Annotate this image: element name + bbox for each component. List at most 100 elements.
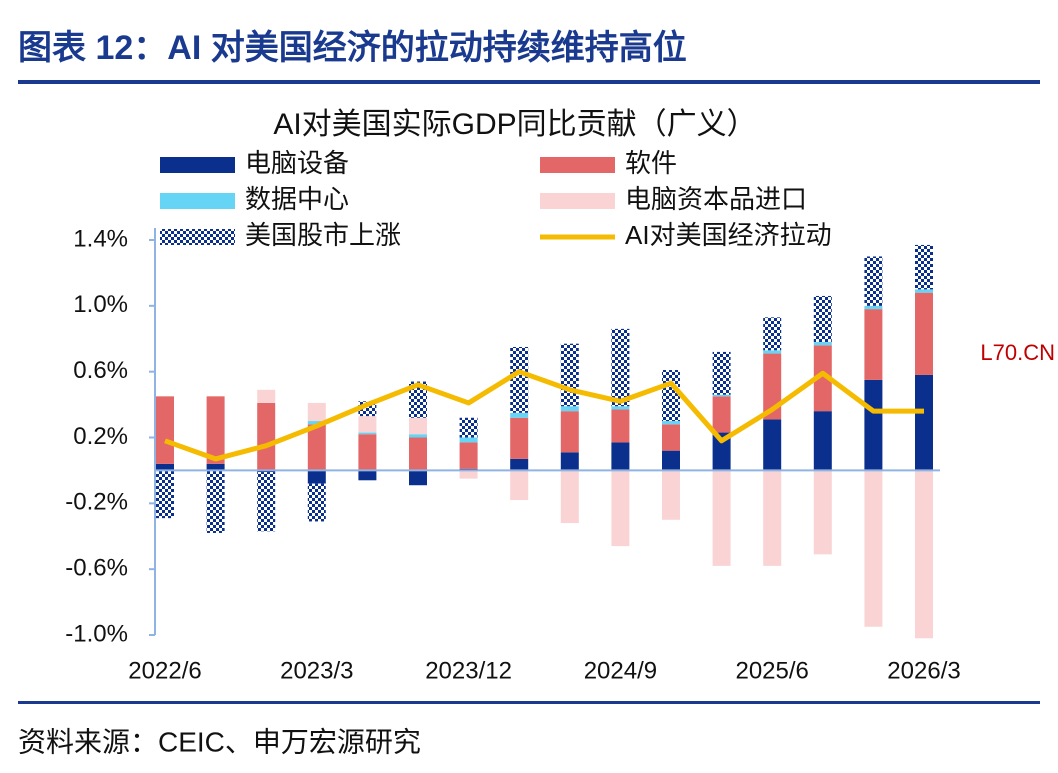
bar-segment — [510, 458, 529, 471]
source: 资料来源：CEIC、申万宏源研究 — [18, 726, 421, 757]
x-tick-label: 2026/3 — [887, 657, 960, 684]
x-tick-label: 2022/6 — [128, 657, 201, 684]
bar-segment — [560, 470, 579, 524]
bar-segment — [813, 345, 832, 412]
bar-segment — [763, 353, 782, 420]
bar-segment — [358, 434, 377, 471]
page-title: 图表 12：AI 对美国经济的拉动持续维持高位 — [18, 29, 687, 67]
bar-segment — [409, 417, 427, 435]
bar-segment — [307, 421, 326, 425]
bar-segment — [864, 379, 883, 471]
bar-segment — [206, 470, 225, 533]
bar-segment — [662, 421, 680, 425]
bar-segment — [307, 402, 326, 422]
bar-segment — [560, 406, 579, 412]
bar-segment — [560, 452, 579, 471]
bar-segment — [763, 470, 782, 566]
bar-segment — [156, 463, 174, 471]
x-tick-label: 2025/6 — [735, 657, 808, 684]
y-tick-label: 0.2% — [73, 423, 128, 450]
bar-segment — [712, 394, 731, 397]
bar-segment — [358, 432, 377, 435]
bar-segment — [510, 417, 529, 459]
legend-label: 电脑资本品进口 — [625, 184, 807, 214]
y-tick-label: -0.2% — [65, 489, 128, 516]
bar-segment — [662, 370, 680, 422]
bar-segment — [257, 402, 276, 471]
legend-swatch — [540, 193, 615, 209]
bar-segment — [206, 396, 225, 464]
bar-segment — [864, 256, 883, 306]
bar-segment — [611, 328, 630, 407]
legend-label: 电脑设备 — [245, 148, 349, 178]
bar-segment — [662, 424, 680, 451]
bar-segment — [915, 292, 933, 375]
bar-segment — [560, 411, 579, 453]
y-tick-label: 0.6% — [73, 357, 128, 384]
bar-segment — [459, 417, 478, 438]
bar-segment — [510, 470, 529, 501]
bar-segment — [712, 432, 731, 471]
y-tick-label: -1.0% — [65, 620, 128, 647]
legend-label: 美国股市上涨 — [245, 220, 401, 250]
legend-swatch — [160, 229, 235, 245]
bar-segment — [611, 409, 630, 443]
line — [164, 369, 924, 462]
legend-swatch — [160, 193, 235, 209]
bar-segment — [712, 470, 731, 566]
bar-segment — [813, 295, 832, 343]
bar-segment — [206, 463, 225, 471]
bar-segment — [156, 396, 174, 464]
bar-segment — [510, 346, 529, 413]
legend-swatch — [540, 157, 615, 173]
chart-title: AI对美国实际GDP同比贡献（广义） — [273, 108, 756, 141]
bar-segment — [712, 351, 731, 395]
title-rule — [18, 80, 1040, 84]
bar-segment — [257, 472, 276, 532]
watermark: L70.CN — [980, 340, 1055, 365]
bar-segment — [307, 424, 326, 471]
bar-segment — [459, 470, 478, 479]
bar-segment — [915, 289, 933, 293]
bar-segment — [763, 350, 782, 354]
legend-label: 软件 — [625, 148, 677, 178]
bar-segment — [257, 389, 276, 403]
bar-segment — [813, 470, 832, 555]
bar-segment — [409, 381, 427, 418]
bar-segment — [915, 244, 933, 290]
bar-segment — [560, 343, 579, 407]
bar-segment — [611, 406, 630, 410]
bar-segment — [864, 309, 883, 380]
bar-segment — [763, 317, 782, 351]
footer-rule — [18, 701, 1040, 704]
bar-segment — [611, 442, 630, 471]
bar-segment — [156, 470, 174, 519]
bar-segment — [409, 434, 427, 438]
y-tick-label: -0.6% — [65, 555, 128, 582]
legend-swatch — [160, 157, 235, 173]
bar-segment — [662, 450, 680, 471]
bar-segment — [813, 342, 832, 346]
bar-segment — [662, 470, 680, 520]
x-tick-label: 2023/12 — [425, 657, 512, 684]
bar-segment — [712, 396, 731, 433]
x-tick-label: 2023/3 — [280, 657, 353, 684]
bar-segment — [358, 416, 377, 433]
bar-segment — [307, 483, 326, 522]
legend-label: 数据中心 — [245, 184, 349, 214]
bar-segment — [611, 470, 630, 547]
y-tick-label: 1.0% — [73, 291, 128, 318]
bar-segment — [459, 437, 478, 443]
y-tick-label: 1.4% — [73, 225, 128, 252]
bar-segment — [915, 374, 933, 471]
legend-label: AI对美国经济拉动 — [625, 220, 832, 250]
bar-segment — [409, 437, 427, 471]
bar-segment — [915, 470, 933, 639]
bar-segment — [307, 470, 326, 484]
bar-segment — [763, 419, 782, 471]
bar-segment — [510, 412, 529, 418]
bar-segment — [409, 470, 427, 486]
bar-segment — [864, 305, 883, 310]
